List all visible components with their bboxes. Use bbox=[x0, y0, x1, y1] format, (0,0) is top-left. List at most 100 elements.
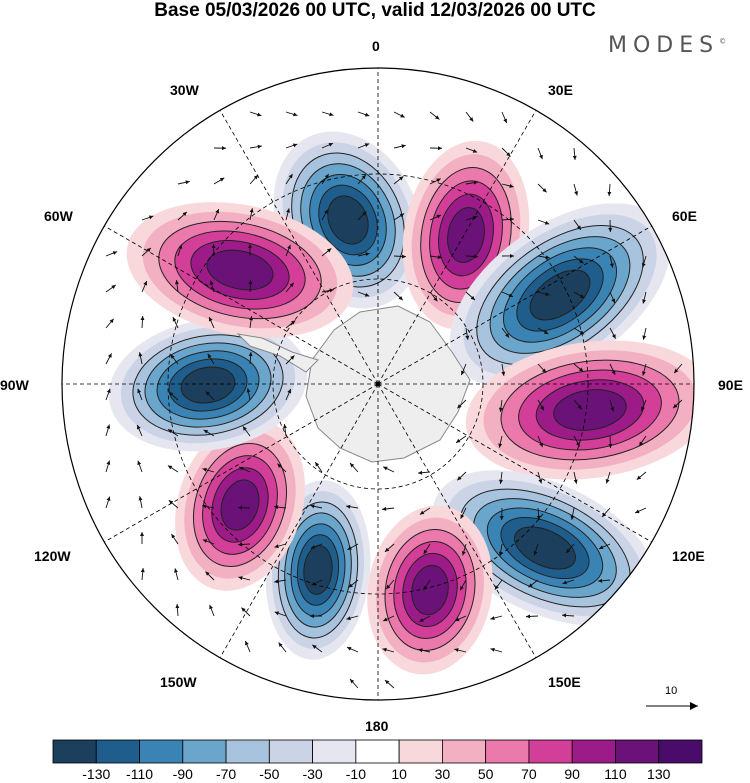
colorbar-tick-label: 10 bbox=[391, 766, 407, 782]
wind-arrow bbox=[490, 615, 503, 620]
wind-arrow bbox=[171, 533, 179, 545]
wind-arrow bbox=[501, 147, 511, 157]
wind-arrow bbox=[501, 363, 506, 376]
wind-arrow bbox=[140, 315, 145, 329]
anomaly-field bbox=[108, 131, 694, 675]
wind-arrow bbox=[205, 571, 215, 581]
colorbar-tick-label: -130 bbox=[82, 766, 111, 782]
wind-arrow bbox=[382, 466, 395, 473]
wind-arrow bbox=[525, 614, 539, 619]
wind-arrow bbox=[105, 388, 111, 401]
wind-arrow bbox=[460, 363, 467, 376]
wind-arrow bbox=[385, 579, 395, 590]
wind-arrow bbox=[105, 460, 111, 473]
map-boundary bbox=[61, 67, 695, 701]
anomaly-contour bbox=[447, 207, 485, 263]
wind-arrow bbox=[573, 219, 582, 231]
wind-arrow bbox=[274, 579, 287, 584]
colorbar-tick-label: 30 bbox=[434, 766, 451, 782]
anomaly-contour bbox=[220, 479, 260, 531]
wind-arrow bbox=[357, 143, 370, 149]
wind-arrow bbox=[537, 147, 543, 160]
anomaly-contour bbox=[529, 269, 591, 321]
wind-arrow bbox=[382, 615, 395, 622]
wind-arrow bbox=[572, 147, 577, 160]
wind-arrow bbox=[138, 352, 143, 365]
wind-arrow bbox=[321, 248, 332, 257]
wind-arrow bbox=[573, 183, 579, 196]
lon-label-90e: 90E bbox=[718, 377, 743, 393]
anomaly-contour bbox=[303, 545, 333, 595]
wind-arrow bbox=[274, 505, 287, 510]
wind-arrow bbox=[382, 647, 395, 653]
lon-label-60w: 60W bbox=[44, 208, 73, 224]
wind-arrow bbox=[490, 647, 503, 653]
lon-label-30e: 30E bbox=[548, 82, 573, 98]
map-title: Base 05/03/2026 00 UTC, valid 12/03/2026… bbox=[154, 0, 596, 21]
wind-arrow bbox=[494, 579, 503, 590]
wind-arrow bbox=[138, 496, 143, 509]
wind-arrow bbox=[429, 178, 441, 185]
wind-vectors bbox=[105, 111, 683, 689]
wind-arrow bbox=[346, 615, 359, 621]
wind-arrow bbox=[285, 355, 295, 365]
wind-arrow bbox=[537, 219, 550, 225]
wind-arrow bbox=[573, 471, 578, 484]
wind-arrow bbox=[140, 568, 145, 581]
lon-label-30w: 30W bbox=[170, 82, 199, 98]
wind-arrow bbox=[465, 180, 478, 185]
wind-arrow bbox=[285, 143, 298, 149]
logo-mark: © bbox=[719, 37, 727, 46]
wind-arrow bbox=[105, 424, 111, 437]
wind-arrow bbox=[170, 354, 179, 365]
graticule bbox=[62, 68, 694, 700]
wind-arrow bbox=[609, 363, 616, 376]
lon-label-120e: 120E bbox=[672, 548, 705, 564]
wind-arrow bbox=[573, 255, 584, 264]
wind-arrow bbox=[429, 146, 443, 151]
wind-arrow bbox=[533, 543, 539, 556]
wind-arrow bbox=[237, 505, 251, 510]
wind-arrow bbox=[528, 579, 539, 588]
map-field bbox=[62, 68, 694, 700]
wind-arrow bbox=[247, 243, 252, 257]
wind-arrow bbox=[562, 579, 575, 585]
wind-arrow bbox=[573, 435, 581, 447]
wind-arrow bbox=[172, 316, 179, 329]
meridian-line bbox=[377, 225, 652, 385]
wind-arrow bbox=[419, 615, 431, 623]
wind-arrow bbox=[168, 499, 179, 509]
lon-label-90w: 90W bbox=[0, 377, 29, 393]
wind-arrow bbox=[573, 399, 583, 410]
wind-arrow bbox=[357, 211, 367, 221]
wind-arrow bbox=[465, 327, 470, 340]
meridian-line bbox=[104, 383, 379, 543]
wind-arrow bbox=[429, 111, 440, 120]
wind-arrow bbox=[357, 111, 370, 117]
meridian-line bbox=[219, 110, 379, 385]
wind-arrow bbox=[573, 363, 584, 372]
wind-arrow bbox=[141, 247, 152, 257]
wind-arrow bbox=[561, 613, 575, 618]
anomaly-contour bbox=[180, 366, 236, 404]
wind-arrow bbox=[457, 471, 467, 481]
wind-arrow bbox=[418, 648, 431, 653]
wind-arrow bbox=[346, 504, 359, 509]
colorbar-tick-label: -70 bbox=[215, 766, 237, 782]
wind-arrow bbox=[465, 111, 474, 122]
wind-arrow bbox=[167, 428, 179, 437]
antarctic-peninsula-outline bbox=[236, 333, 319, 373]
wind-arrow bbox=[177, 244, 183, 257]
wind-arrow bbox=[285, 208, 290, 221]
wind-arrow bbox=[167, 465, 179, 473]
lon-label-180: 180 bbox=[365, 718, 389, 734]
wind-arrow bbox=[238, 576, 251, 581]
wind-arrow bbox=[242, 426, 251, 437]
wind-arrow bbox=[278, 642, 287, 653]
wind-arrow bbox=[321, 173, 330, 185]
wind-arrow bbox=[537, 471, 543, 484]
meridian-line bbox=[219, 383, 379, 658]
wind-arrow bbox=[459, 579, 467, 591]
wind-arrow bbox=[208, 316, 215, 329]
